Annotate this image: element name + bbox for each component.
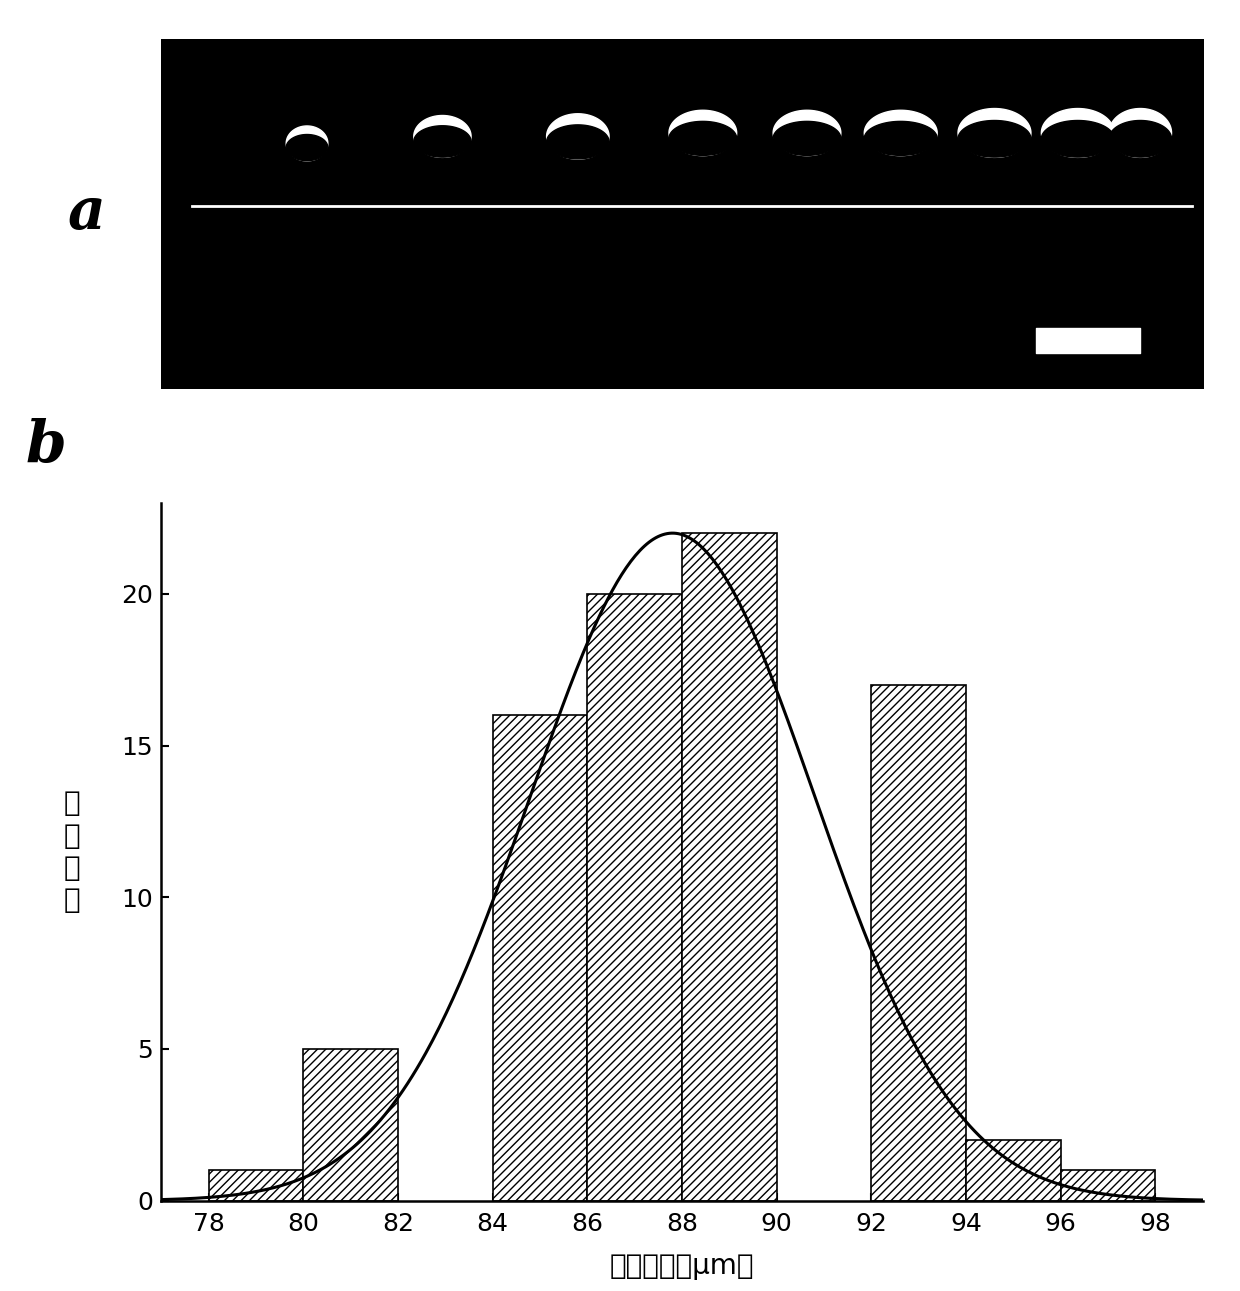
- Polygon shape: [286, 134, 327, 160]
- Bar: [1060, 1170, 1156, 1201]
- Polygon shape: [774, 121, 841, 155]
- Polygon shape: [1109, 108, 1172, 158]
- Polygon shape: [1109, 120, 1172, 158]
- Text: a: a: [67, 185, 105, 241]
- Polygon shape: [414, 115, 471, 158]
- Polygon shape: [774, 110, 841, 156]
- Polygon shape: [286, 127, 327, 161]
- Bar: [304, 1048, 398, 1201]
- Y-axis label: 统
计
频
数: 统 计 频 数: [64, 789, 81, 914]
- Polygon shape: [959, 120, 1030, 158]
- Polygon shape: [864, 121, 937, 155]
- Polygon shape: [864, 110, 937, 156]
- Bar: [872, 684, 966, 1201]
- Polygon shape: [1042, 108, 1115, 158]
- Polygon shape: [547, 114, 609, 159]
- Polygon shape: [670, 110, 737, 156]
- Text: b: b: [26, 418, 67, 475]
- Polygon shape: [414, 125, 471, 158]
- Polygon shape: [547, 125, 609, 159]
- Polygon shape: [959, 108, 1030, 158]
- Bar: [682, 533, 776, 1201]
- Polygon shape: [1042, 120, 1115, 158]
- Bar: [208, 1170, 304, 1201]
- Polygon shape: [670, 121, 737, 155]
- Bar: [492, 715, 588, 1201]
- Bar: [588, 594, 682, 1201]
- X-axis label: 液滴直径（μm）: 液滴直径（μm）: [610, 1252, 754, 1281]
- Bar: [966, 1140, 1060, 1201]
